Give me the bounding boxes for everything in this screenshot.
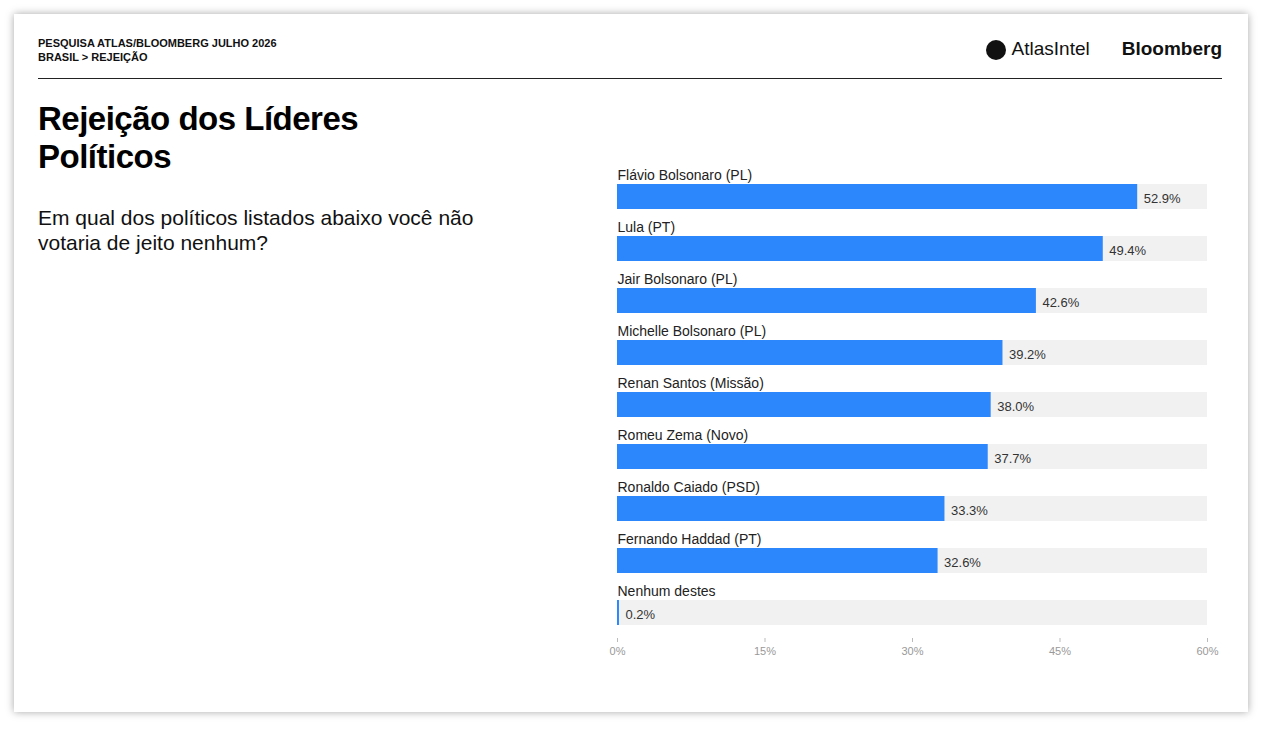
svg-text:Nenhum destes: Nenhum destes <box>618 583 716 599</box>
svg-text:30%: 30% <box>901 645 923 657</box>
svg-text:45%: 45% <box>1049 645 1071 657</box>
html-text:Bloomberg: Bloomberg <box>1121 38 1222 59</box>
svg-text:37.7%: 37.7% <box>994 451 1031 466</box>
svg-text:32.6%: 32.6% <box>944 555 981 570</box>
svg-text:39.2%: 39.2% <box>1009 347 1046 362</box>
svg-text:33.3%: 33.3% <box>951 503 988 518</box>
svg-text:Michelle Bolsonaro (PL): Michelle Bolsonaro (PL) <box>618 323 767 339</box>
svg-text:Flávio Bolsonaro (PL): Flávio Bolsonaro (PL) <box>618 167 753 183</box>
svg-text:0.2%: 0.2% <box>625 607 655 622</box>
svg-text:38.0%: 38.0% <box>997 399 1034 414</box>
svg-text:42.6%: 42.6% <box>1042 295 1079 310</box>
svg-text:Lula (PT): Lula (PT) <box>618 219 676 235</box>
html-text:Em qual dos políticos listados: Em qual dos políticos listados abaixo vo… <box>38 206 474 254</box>
svg-text:49.4%: 49.4% <box>1109 243 1146 258</box>
svg-text:Jair Bolsonaro (PL): Jair Bolsonaro (PL) <box>618 271 738 287</box>
svg-text:60%: 60% <box>1196 645 1218 657</box>
html-text:PESQUISA ATLAS/BLOOMBERG JULHO: PESQUISA ATLAS/BLOOMBERG JULHO 2026 <box>38 37 277 49</box>
svg-text:0%: 0% <box>610 645 626 657</box>
html-text:AtlasIntel: AtlasIntel <box>1011 38 1090 59</box>
svg-text:Romeu Zema (Novo): Romeu Zema (Novo) <box>618 427 749 443</box>
html-text:Rejeição dos Líderes Políticos: Rejeição dos Líderes Políticos <box>38 100 359 175</box>
svg-text:Renan Santos (Missão): Renan Santos (Missão) <box>618 375 764 391</box>
html-text:BRASIL > REJEIÇÃO: BRASIL > REJEIÇÃO <box>38 51 148 63</box>
svg-text:Ronaldo Caiado (PSD): Ronaldo Caiado (PSD) <box>618 479 760 495</box>
svg-text:52.9%: 52.9% <box>1144 191 1181 206</box>
svg-text:15%: 15% <box>754 645 776 657</box>
svg-text:Fernando Haddad (PT): Fernando Haddad (PT) <box>618 531 762 547</box>
